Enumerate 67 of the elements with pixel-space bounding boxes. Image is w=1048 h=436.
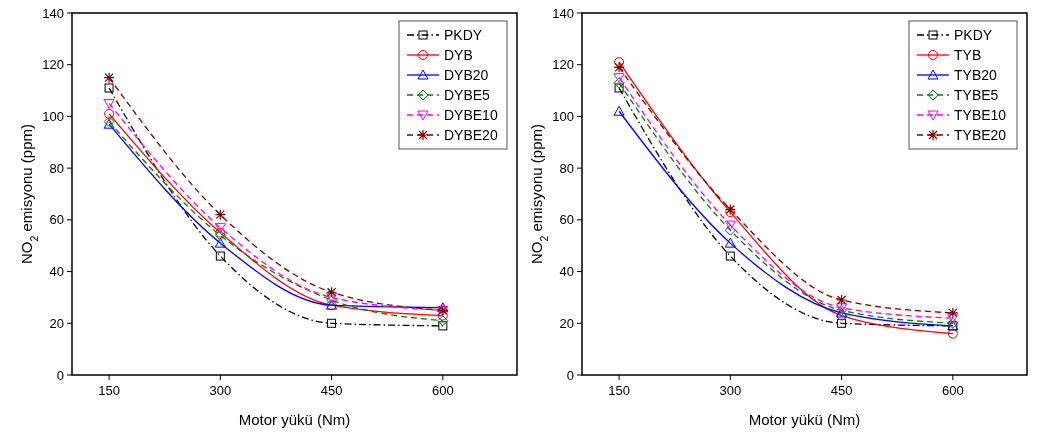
point xyxy=(214,223,226,234)
y-tick-label: 100 xyxy=(42,108,64,124)
point xyxy=(327,318,337,328)
y-tick-label: 140 xyxy=(552,5,574,21)
point xyxy=(724,237,736,248)
point xyxy=(103,72,115,84)
point xyxy=(214,237,226,248)
x-tick-label: 300 xyxy=(209,383,232,398)
point xyxy=(947,313,959,324)
x-tick-label: 450 xyxy=(320,383,343,398)
x-axis-title: Motor yükü (Nm) xyxy=(748,411,861,428)
y-tick-label: 60 xyxy=(559,212,574,228)
point xyxy=(725,251,735,261)
y-tick-label: 0 xyxy=(566,367,574,383)
x-axis-title: Motor yükü (Nm) xyxy=(238,411,351,428)
y-tick-label: 100 xyxy=(552,108,574,124)
point xyxy=(614,57,625,68)
point xyxy=(103,99,115,109)
legend-label: PKDY xyxy=(444,26,483,43)
point xyxy=(325,286,338,298)
y-tick-label: 20 xyxy=(49,315,64,331)
legend-label: DYB xyxy=(444,46,473,63)
y-tick-label: 120 xyxy=(42,57,64,73)
point xyxy=(437,310,448,321)
legend-label: DYBE10 xyxy=(444,106,498,123)
point xyxy=(614,83,624,93)
point xyxy=(437,315,449,327)
point xyxy=(438,321,448,331)
y-tick-label: 120 xyxy=(552,57,574,73)
point xyxy=(725,207,736,218)
legend-label: TYB xyxy=(954,46,982,63)
y-tick-label: 60 xyxy=(49,212,64,228)
legend-label: TYBE10 xyxy=(954,106,1007,123)
y-tick-label: 80 xyxy=(559,160,574,176)
point xyxy=(214,209,226,221)
point xyxy=(724,224,736,236)
y-tick-label: 40 xyxy=(559,264,574,280)
legend-label: PKDY xyxy=(954,26,993,43)
x-tick-label: 450 xyxy=(830,383,853,398)
x-tick-label: 600 xyxy=(431,383,454,398)
legend-label: TYB20 xyxy=(954,66,998,83)
y-tick-label: 40 xyxy=(49,264,64,280)
point xyxy=(724,203,736,216)
y-tick-label: 140 xyxy=(42,5,64,21)
legend-label: TYBE20 xyxy=(954,126,1007,143)
y-tick-label: 80 xyxy=(49,160,64,176)
point xyxy=(837,318,847,328)
point xyxy=(613,105,625,116)
point xyxy=(724,220,736,231)
point xyxy=(104,108,115,119)
point xyxy=(613,77,625,89)
legend-label: DYB20 xyxy=(444,66,489,83)
x-tick-label: 150 xyxy=(608,383,630,398)
y-tick-label: 20 xyxy=(559,315,574,331)
point xyxy=(613,61,625,73)
point xyxy=(947,307,959,319)
x-tick-label: 150 xyxy=(98,383,120,398)
x-tick-label: 300 xyxy=(719,383,742,398)
y-tick-label: 0 xyxy=(56,367,64,383)
legend-label: TYBE5 xyxy=(954,86,999,103)
x-tick-label: 600 xyxy=(941,383,964,398)
point xyxy=(104,83,114,93)
legend-label: DYBE5 xyxy=(444,86,491,103)
point xyxy=(613,73,625,84)
point xyxy=(215,251,225,261)
point xyxy=(835,294,848,306)
legend-label: DYBE20 xyxy=(444,126,498,143)
